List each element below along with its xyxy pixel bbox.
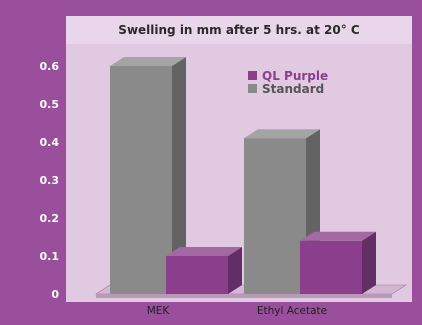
legend-label-standard: Standard (262, 82, 324, 96)
y-tick-label: 0.4 (40, 136, 60, 149)
bar-side (172, 57, 186, 294)
bar-top (244, 129, 320, 139)
legend-swatch-ql-purple (248, 71, 257, 80)
y-axis: 0 0.1 0.2 0.3 0.4 0.5 0.6 (40, 60, 60, 301)
bar-top (166, 247, 242, 256)
y-tick-label: 0.2 (40, 212, 60, 225)
bar-front (300, 240, 362, 294)
bar-standard (110, 57, 186, 294)
category-labels: MEK Ethyl Acetate (147, 305, 327, 317)
x-category-label: MEK (147, 305, 171, 317)
floor-front (96, 294, 392, 298)
bar-front (244, 138, 306, 294)
bar-side (228, 247, 242, 294)
bars (110, 57, 376, 294)
bar-side (362, 231, 376, 294)
y-tick-label: 0 (51, 288, 59, 301)
bar-top (110, 57, 186, 66)
y-tick-label: 0.6 (40, 60, 60, 73)
x-category-label: Ethyl Acetate (257, 305, 327, 317)
y-tick-label: 0.3 (40, 174, 60, 187)
y-tick-label: 0.5 (40, 98, 60, 111)
bar-front (110, 66, 172, 294)
bar-top (300, 231, 376, 241)
legend-swatch-standard (248, 84, 257, 93)
bar-front (166, 256, 228, 294)
legend: QL Purple Standard (248, 69, 328, 96)
y-tick-label: 0.1 (40, 250, 60, 263)
bar-ql-purple (166, 247, 242, 294)
bar-ql-purple (300, 231, 376, 294)
title-strip (66, 16, 412, 44)
chart-title: Swelling in mm after 5 hrs. at 20° C (118, 23, 360, 37)
legend-label-ql-purple: QL Purple (262, 69, 328, 83)
